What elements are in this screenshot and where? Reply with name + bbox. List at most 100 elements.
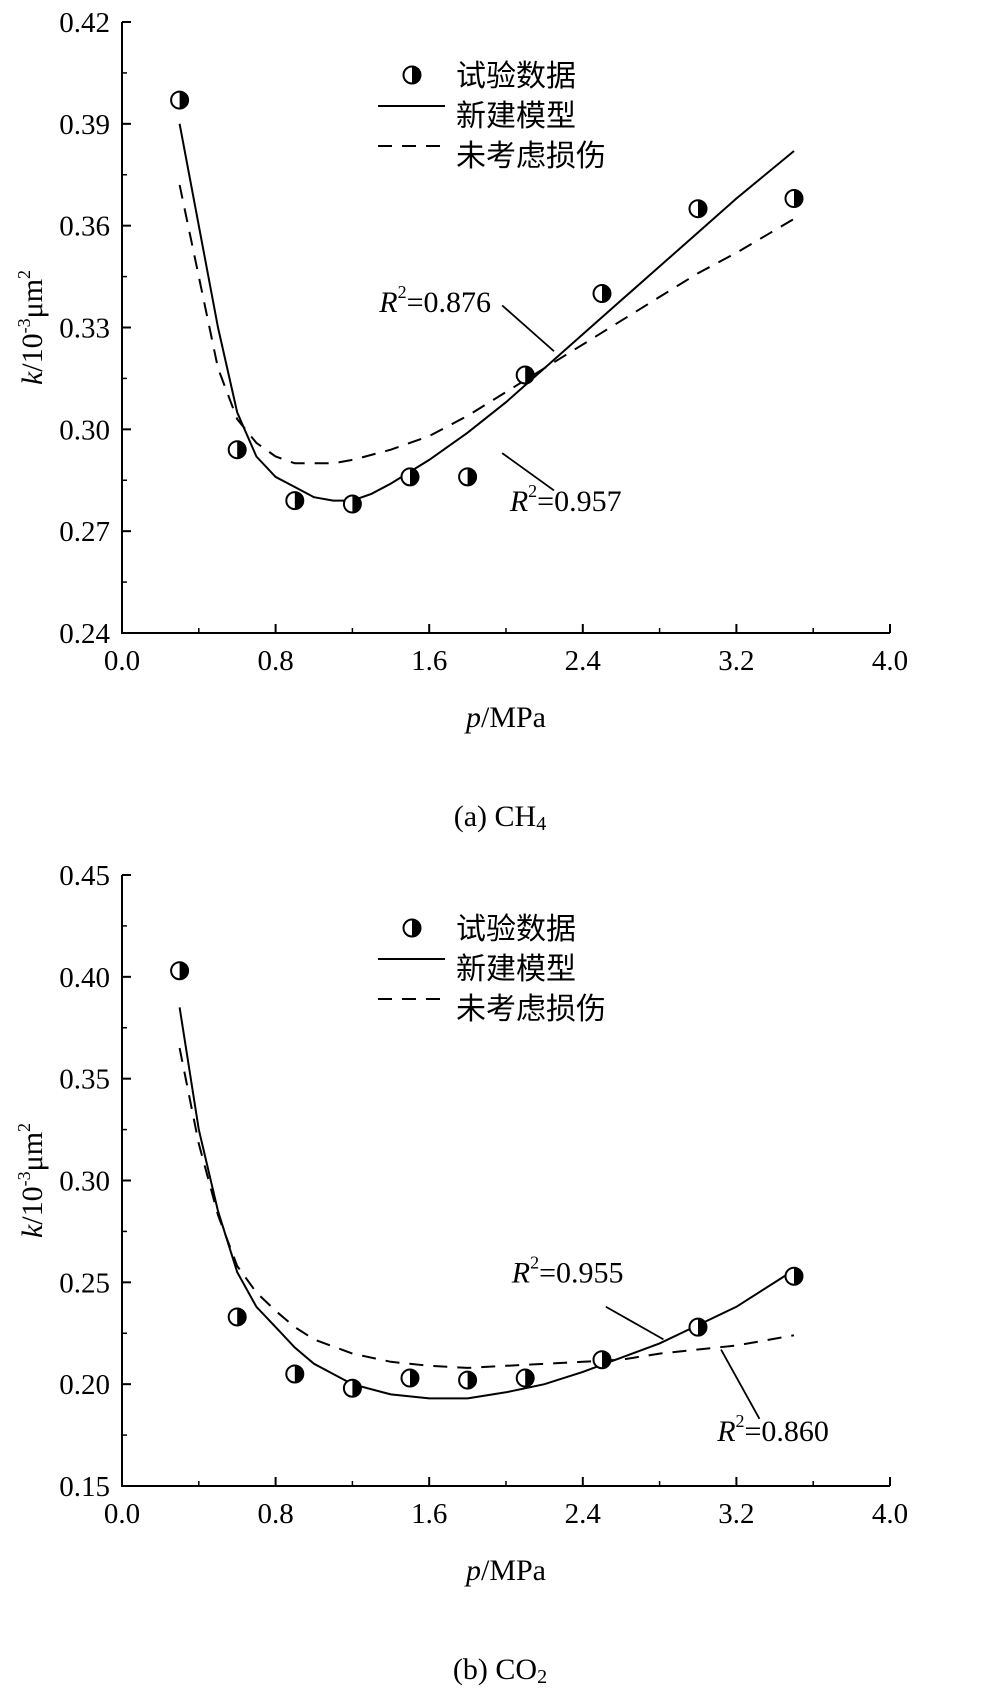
x-tick-label: 3.2 [718,645,754,677]
marker-fill [352,495,361,513]
data-point [342,1378,362,1398]
caption-text: (b) CO [452,1653,538,1686]
x-tick-label: 0.8 [257,645,293,677]
r-squared-value: =0.955 [539,1256,623,1289]
y-axis-label-unit: μm [16,1132,49,1171]
x-tick-label: 0.0 [104,645,140,677]
data-point [227,1307,247,1327]
marker-fill [237,441,246,459]
y-axis-label-symbol: k [16,1224,49,1238]
annotation-leader [501,452,555,492]
data-point [227,440,247,460]
marker-fill [525,366,534,384]
r-squared-label: R2=0.955 [511,1252,624,1289]
marker-fill [525,1369,534,1387]
no-damage-curve [178,1047,795,1369]
x-tick-label: 2.4 [565,645,602,677]
annotation-leader [501,304,555,352]
y-axis-label-scale: /10 [16,1186,49,1224]
data-point [170,90,190,110]
y-axis-label-unit-exponent: 2 [14,1123,34,1132]
marker-fill [794,190,803,208]
y-tick-label: 0.24 [59,618,110,650]
r-squared-value: =0.957 [537,485,621,518]
marker-fill [412,919,421,937]
y-axis-label: k/10-3μm2 [14,1123,49,1238]
y-tick-label: 0.25 [59,1267,110,1299]
y-tick-label: 0.36 [59,211,110,243]
y-tick-label: 0.39 [59,109,110,141]
x-tick-label: 1.6 [411,1498,447,1530]
chart-ch4: 0.0 0.8 1.6 2.4 3.2 4.0 0.24 0.27 0.30 0.33 0.36 0.… [14,7,908,734]
marker-fill [602,285,611,303]
y-tick-label: 0.35 [59,1064,110,1096]
r-squared-label: R2=0.860 [716,1411,829,1448]
r-squared-exponent: 2 [528,481,537,501]
marker-fill [179,91,189,109]
y-tick-label: 0.33 [59,313,110,345]
model-curve [178,1007,795,1400]
chart-caption: (a) CH4 [0,800,1000,836]
x-axis-label-symbol: p [464,701,481,734]
marker-fill [352,1379,361,1397]
legend-label-no-damage: 未考虑损伤 [456,140,606,173]
y-axis-label-unit: μm [16,279,49,318]
x-tick-label: 0.0 [104,1498,140,1530]
x-tick-label: 4.0 [872,645,908,677]
data-point [592,1350,612,1370]
r-squared-value: =0.860 [745,1415,829,1448]
data-point [688,1317,708,1337]
legend-label-model: 新建模型 [456,953,576,986]
data-point [458,1370,478,1390]
marker-fill [602,1351,611,1369]
data-point [458,467,478,487]
r-squared-exponent: 2 [530,1252,539,1272]
x-axis-label-symbol: p [464,1554,481,1587]
r-squared-label: R2=0.876 [378,282,491,319]
legend-label-data: 试验数据 [456,913,576,946]
chart-caption: (b) CO2 [0,1653,1000,1689]
x-axis-label-unit: /MPa [481,1554,546,1587]
data-point [285,1364,305,1384]
data-point [400,1368,420,1388]
r-squared-exponent: 2 [398,282,407,302]
y-axis-label-scale: /10 [16,333,49,371]
no-damage-curve [178,184,795,465]
y-tick-label: 0.20 [59,1369,110,1401]
data-point [784,189,804,209]
r-squared-symbol: R [511,1256,530,1289]
y-tick-label: 0.42 [59,7,110,39]
marker-fill [410,1369,419,1387]
data-point [515,1368,535,1388]
annotation-leader [605,1305,664,1341]
x-tick-label: 3.2 [718,1498,754,1530]
marker-fill [294,1365,304,1383]
marker-fill [412,66,421,84]
annotation-leader [720,1349,761,1420]
legend-marker-data [402,918,422,938]
y-tick-label: 0.27 [59,516,110,548]
y-axis-label-unit-exponent: 2 [14,270,34,279]
caption-text: (a) CH [453,800,537,833]
x-tick-label: 4.0 [872,1498,908,1530]
r-squared-label: R2=0.957 [509,481,622,518]
x-axis-label: p/MPa [464,1554,546,1587]
data-point [170,961,190,981]
data-point [592,284,612,304]
chart-panel-co2: 0.0 0.8 1.6 2.4 3.2 4.0 0.15 0.20 0.25 0.30 0.35 0.… [0,853,1000,1706]
y-axis-label: k/10-3μm2 [14,270,49,385]
r-squared-symbol: R [509,485,528,518]
y-tick-label: 0.30 [59,414,110,446]
legend-label-model: 新建模型 [456,100,576,133]
data-point [688,199,708,219]
marker-fill [467,468,477,486]
x-tick-label: 1.6 [411,645,447,677]
data-point [784,1266,804,1286]
data-point [400,467,420,487]
y-tick-label: 0.15 [59,1471,110,1503]
model-curve [178,123,795,502]
y-axis-label-exponent: -3 [14,1171,34,1186]
marker-fill [294,492,304,510]
x-axis-label-unit: /MPa [481,701,546,734]
legend-marker-data [402,65,422,85]
